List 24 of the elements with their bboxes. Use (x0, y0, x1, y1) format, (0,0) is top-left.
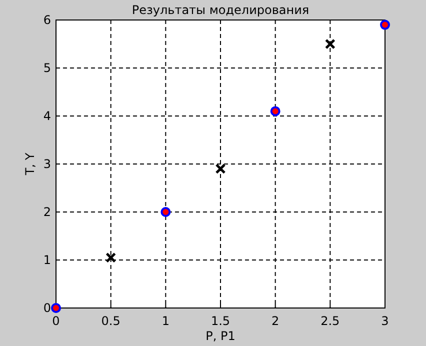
point (380, 20, 390, 30)
point (106, 252, 116, 263)
y-tick-label: 6 (43, 13, 51, 27)
y-tick-label: 2 (43, 205, 51, 219)
x-tick-label: 1 (162, 314, 170, 328)
chart-title: Результаты моделирования (132, 3, 310, 17)
x-tick-label: 0.5 (101, 314, 120, 328)
y-tick-label: 1 (43, 253, 51, 267)
y-axis-title: T, Y (23, 152, 37, 176)
x-axis-title: P, P1 (206, 329, 236, 343)
x-tick-label: 0 (52, 314, 60, 328)
x-tick-label: 1.5 (210, 314, 230, 328)
point (270, 106, 280, 116)
x-tick-label: 2.5 (320, 314, 340, 328)
x-tick-label: 2 (272, 314, 280, 328)
x-tick-label: 3 (381, 314, 389, 328)
point (215, 164, 226, 174)
point (51, 303, 61, 313)
y-tick-label: 5 (43, 61, 51, 75)
point (160, 207, 171, 217)
point (324, 38, 336, 50)
y-tick-label: 0 (43, 301, 51, 315)
y-tick-label: 3 (43, 157, 51, 171)
y-tick-label: 4 (43, 109, 51, 123)
